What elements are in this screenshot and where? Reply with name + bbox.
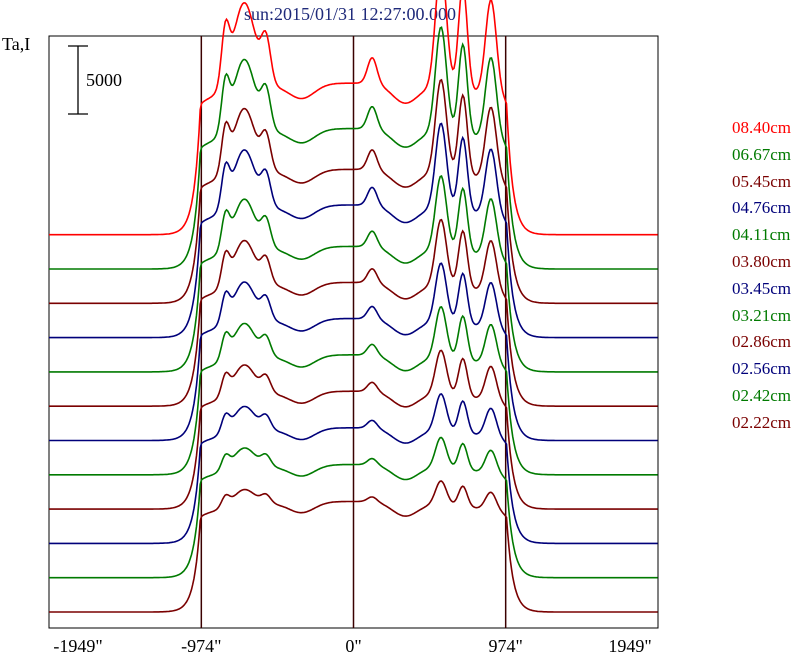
series-line-04.76cm xyxy=(49,122,658,339)
series-line-02.22cm xyxy=(49,480,658,613)
x-tick-label: -974" xyxy=(181,636,222,656)
legend-item: 03.21cm xyxy=(732,305,792,325)
chart-title: sun:2015/01/31 12:27:00.000 xyxy=(243,4,456,24)
scale-bar xyxy=(68,45,88,115)
legend-item: 03.45cm xyxy=(732,278,792,298)
series-line-05.45cm xyxy=(49,78,658,305)
legend-item: 02.22cm xyxy=(732,412,792,432)
series-line-03.21cm xyxy=(49,305,658,476)
series-line-03.45cm xyxy=(49,262,658,442)
series-line-02.42cm xyxy=(49,436,658,579)
legend-item: 05.45cm xyxy=(732,171,792,191)
x-tick-label: 0" xyxy=(345,636,362,656)
series-line-08.40cm xyxy=(49,0,658,236)
scale-bar-label: 5000 xyxy=(86,70,122,90)
legend-item: 02.42cm xyxy=(732,386,792,405)
series-line-04.11cm xyxy=(49,175,658,373)
x-tick-label: -1949" xyxy=(53,636,103,656)
legend-item: 04.76cm xyxy=(732,198,792,218)
series-line-03.80cm xyxy=(49,218,658,407)
legend-item: 06.67cm xyxy=(732,144,792,164)
legend-item: 08.40cm xyxy=(732,118,792,137)
legend-item: 03.80cm xyxy=(732,252,792,271)
series-line-02.86cm xyxy=(49,349,658,510)
y-axis-label: Ta,I xyxy=(2,34,31,54)
series-line-02.56cm xyxy=(49,393,658,545)
x-tick-label: 1949" xyxy=(608,636,652,656)
series-line-06.67cm xyxy=(49,26,658,270)
legend-item: 02.86cm xyxy=(732,332,792,352)
legend-item: 02.56cm xyxy=(732,359,792,379)
legend-item: 04.11cm xyxy=(732,225,791,245)
x-tick-label: 974" xyxy=(488,636,523,656)
